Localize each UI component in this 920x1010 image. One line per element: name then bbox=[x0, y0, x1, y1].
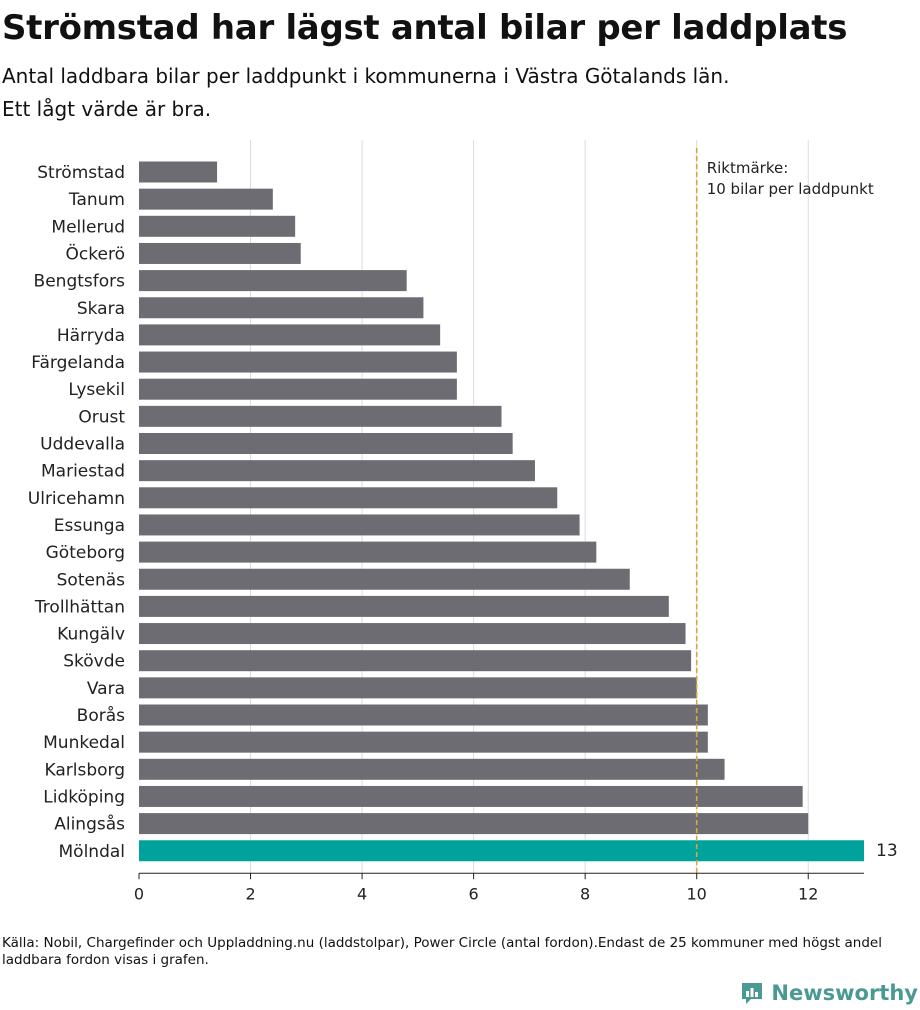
category-labels: Strömstad Tanum Mellerud Öckerö Bengtsfors Sk… bbox=[28, 163, 898, 862]
category-label: Strömstad bbox=[37, 163, 125, 183]
category-label: Mariestad bbox=[41, 462, 125, 482]
category-label: Skara bbox=[77, 299, 125, 319]
category-label: Sotenäs bbox=[57, 570, 126, 590]
bar-16 bbox=[139, 595, 669, 617]
bar-chart: Strömstad Tanum Mellerud Öckerö Bengtsfors Sk… bbox=[28, 140, 898, 903]
category-label: Öckerö bbox=[66, 242, 125, 264]
bar-15 bbox=[139, 568, 630, 590]
reference-line-label: Riktmärke: bbox=[707, 159, 789, 177]
bar-7 bbox=[139, 351, 457, 373]
category-label: Uddevalla bbox=[40, 435, 125, 455]
x-tick-label: 8 bbox=[580, 884, 590, 903]
bar-9 bbox=[139, 405, 502, 427]
source-note: Källa: Nobil, Chargefinder och Uppladdni… bbox=[2, 935, 882, 968]
category-label: Färgelanda bbox=[31, 353, 125, 373]
reference-line-group: Riktmärke: 10 bilar per laddpunkt bbox=[695, 148, 874, 874]
category-label: Munkedal bbox=[43, 733, 125, 753]
bar-13 bbox=[139, 514, 580, 536]
category-label: Ulricehamn bbox=[28, 489, 125, 509]
category-label: Göteborg bbox=[46, 543, 125, 563]
category-label: Essunga bbox=[54, 516, 125, 536]
bar-21 bbox=[139, 731, 708, 753]
bar-11 bbox=[139, 460, 535, 482]
category-label: Bengtsfors bbox=[34, 272, 126, 292]
bar-3 bbox=[139, 242, 301, 264]
x-tick-label: 0 bbox=[134, 884, 144, 903]
category-label: Vara bbox=[87, 679, 125, 699]
bar-20 bbox=[139, 704, 708, 726]
category-label: Orust bbox=[78, 407, 125, 427]
category-label: Härryda bbox=[57, 326, 125, 346]
category-label: Tanum bbox=[68, 190, 125, 210]
brand-logo: Newsworthy bbox=[739, 980, 918, 1006]
bar-4 bbox=[139, 270, 407, 292]
category-label: Lysekil bbox=[68, 380, 125, 400]
chart-subtitle-line-1: Antal laddbara bilar per laddpunkt i kom… bbox=[2, 64, 730, 88]
bar-0 bbox=[139, 161, 218, 183]
x-tick-label: 6 bbox=[469, 884, 479, 903]
reference-line-label: 10 bilar per laddpunkt bbox=[707, 180, 874, 198]
chart-title: Strömstad har lägst antal bilar per ladd… bbox=[2, 8, 848, 48]
chart-subtitle-line-2: Ett lågt värde är bra. bbox=[2, 97, 212, 121]
bar-6 bbox=[139, 324, 441, 346]
category-label: Alingsås bbox=[54, 814, 125, 835]
category-label: Skövde bbox=[63, 652, 125, 672]
category-label: Mellerud bbox=[51, 217, 125, 237]
bar-5 bbox=[139, 297, 424, 319]
bar-10 bbox=[139, 433, 513, 454]
bar-18 bbox=[139, 650, 692, 672]
x-tick-label: 12 bbox=[798, 884, 818, 903]
bars bbox=[139, 161, 864, 862]
bar-17 bbox=[139, 623, 686, 645]
bar-22 bbox=[139, 758, 725, 780]
bar-8 bbox=[139, 378, 457, 400]
category-label: Lidköping bbox=[43, 787, 125, 807]
bar-14 bbox=[139, 541, 597, 563]
bar-2 bbox=[139, 215, 296, 237]
bar-23 bbox=[139, 785, 803, 807]
x-tick-label: 2 bbox=[245, 884, 255, 903]
category-label: Karlsborg bbox=[44, 760, 125, 780]
data-label: 13 bbox=[876, 841, 898, 861]
bar-1 bbox=[139, 188, 273, 210]
bar-12 bbox=[139, 487, 558, 509]
newsworthy-logo-icon bbox=[742, 983, 763, 1004]
brand-name: Newsworthy bbox=[771, 981, 918, 1005]
x-tick-label: 4 bbox=[357, 884, 367, 903]
category-label: Kungälv bbox=[57, 625, 125, 645]
bar-25 bbox=[139, 840, 864, 862]
x-axis: 0 2 4 6 8 10 12 bbox=[134, 872, 864, 903]
category-label: Trollhättan bbox=[34, 597, 125, 617]
category-label: Mölndal bbox=[59, 842, 126, 862]
bar-19 bbox=[139, 677, 697, 699]
category-label: Borås bbox=[77, 705, 125, 726]
x-tick-label: 10 bbox=[687, 884, 707, 903]
bar-24 bbox=[139, 813, 809, 835]
